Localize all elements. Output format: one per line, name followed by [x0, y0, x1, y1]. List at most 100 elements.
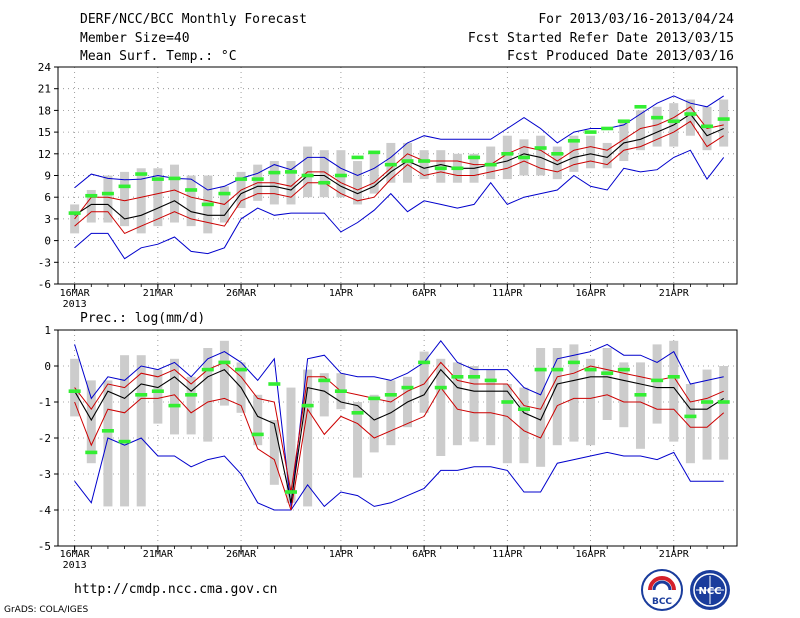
observed-marker [85, 193, 98, 198]
observed-marker [268, 382, 281, 386]
range-box [486, 146, 496, 180]
observed-marker [484, 378, 497, 383]
x-tick-label: 21APR [659, 549, 690, 560]
observed-marker [551, 152, 564, 156]
range-box [86, 189, 96, 223]
plot-frame [57, 329, 738, 547]
observed-marker [401, 159, 414, 163]
range-box [353, 402, 363, 478]
observed-marker [68, 211, 81, 215]
range-box [586, 358, 596, 446]
x-tick-label: 2013 [63, 560, 87, 571]
x-tick-label: 16APR [575, 288, 606, 299]
series-max-line [74, 95, 724, 191]
observed-marker [484, 162, 497, 167]
observed-marker [368, 150, 381, 155]
x-tick-label: 26MAR [226, 549, 257, 560]
observed-marker [617, 119, 630, 124]
observed-marker [268, 170, 281, 175]
range-box [635, 362, 645, 449]
y-tick-label: 1 [44, 324, 51, 337]
range-box [303, 369, 313, 507]
range-box [169, 358, 179, 435]
range-box [719, 99, 729, 147]
range-box [619, 121, 629, 162]
observed-marker [451, 375, 464, 379]
bcc-logo: BCC [641, 569, 683, 611]
range-box [103, 175, 113, 223]
observed-marker [168, 176, 181, 181]
x-tick-label: 21APR [659, 288, 690, 299]
observed-marker [168, 403, 181, 408]
precip-panel-title: Prec.: log(mm/d) [80, 311, 205, 326]
observed-marker [534, 367, 547, 372]
range-box [253, 394, 263, 446]
range-box [136, 355, 146, 507]
observed-marker [517, 155, 530, 160]
observed-marker [501, 152, 514, 156]
range-box [486, 369, 496, 446]
observed-marker [634, 393, 647, 397]
observed-marker [584, 130, 597, 134]
x-tick-label: 2013 [63, 299, 87, 310]
range-box [136, 168, 146, 234]
observed-marker [617, 367, 630, 372]
observed-marker [384, 162, 397, 167]
observed-marker [451, 166, 464, 171]
observed-marker [567, 138, 580, 143]
range-box [652, 344, 662, 424]
x-tick-label: 21MAR [143, 288, 174, 299]
range-box [635, 110, 645, 151]
range-box [685, 99, 695, 136]
y-tick-label: 0 [44, 235, 51, 248]
observed-marker [135, 172, 148, 176]
range-box [602, 142, 612, 169]
observed-marker [384, 393, 397, 397]
range-box [702, 369, 712, 460]
range-box [186, 376, 196, 435]
range-box [652, 106, 662, 147]
observed-marker [118, 439, 131, 444]
observed-marker [151, 177, 164, 181]
series-min-line [74, 149, 725, 260]
y-tick-label: 6 [44, 191, 51, 204]
range-box [552, 146, 562, 180]
observed-marker [634, 104, 647, 109]
range-box [569, 135, 579, 172]
range-box [319, 150, 329, 198]
x-tick-label: 16MAR [60, 288, 91, 299]
range-box [353, 161, 363, 205]
range-box [519, 387, 529, 464]
observed-marker [334, 173, 347, 178]
y-tick-label: 24 [38, 61, 52, 74]
observed-marker [351, 155, 364, 160]
range-box [369, 153, 379, 194]
observed-marker [284, 490, 297, 494]
range-box [436, 150, 446, 183]
observed-marker [601, 126, 614, 131]
observed-marker [684, 112, 697, 116]
y-tick-label: 15 [38, 126, 51, 139]
observed-marker [468, 155, 481, 160]
grads-credit: GrADS: COLA/IGES [4, 605, 89, 615]
series-median-line [74, 113, 724, 220]
observed-marker [135, 393, 148, 397]
y-tick-label: 9 [44, 170, 51, 183]
x-tick-label: 1APR [329, 549, 354, 560]
range-box [319, 373, 329, 417]
x-tick-label: 6APR [412, 288, 437, 299]
observed-marker [218, 360, 231, 365]
range-box [419, 351, 429, 413]
range-box [469, 366, 479, 442]
observed-marker [201, 202, 214, 207]
range-box [103, 380, 113, 507]
observed-marker [151, 389, 164, 393]
y-tick-label: -3 [38, 468, 51, 481]
observed-marker [501, 400, 514, 404]
start-date-label: Fcst Started Refer Date 2013/03/15 [467, 31, 734, 46]
observed-marker [218, 191, 231, 196]
observed-marker [368, 396, 381, 401]
source-url[interactable]: http://cmdp.ncc.cma.gov.cn [74, 582, 278, 597]
x-tick-label: 16MAR [60, 549, 91, 560]
